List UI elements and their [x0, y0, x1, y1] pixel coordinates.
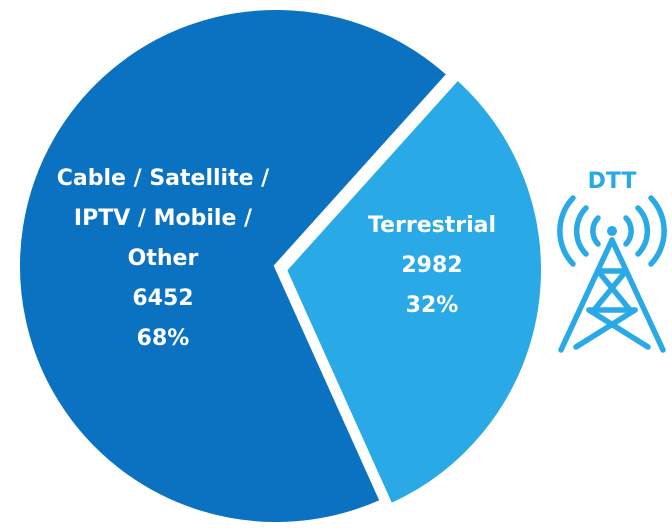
slice-value-label: 6452 — [132, 286, 193, 311]
pie-slice-cable-satellite — [16, 6, 452, 526]
slice-percent-label: 32% — [406, 293, 459, 318]
pie-slice-terrestrial — [282, 75, 545, 508]
slice-value-label: 2982 — [401, 253, 462, 278]
slice-percent-label: 68% — [137, 326, 190, 351]
dtt-label: DTT — [588, 169, 637, 194]
pie-labels: Cable / Satellite / IPTV / Mobile / Other 6… — [57, 166, 496, 351]
slice-label-line: Terrestrial — [368, 213, 496, 238]
broadcast-tower-icon — [557, 195, 667, 353]
pie-slices — [16, 6, 545, 526]
slice-label-line: IPTV / Mobile / — [74, 206, 253, 231]
slice-label-line: Cable / Satellite / — [57, 166, 270, 191]
slice-label-line: Other — [128, 246, 199, 271]
